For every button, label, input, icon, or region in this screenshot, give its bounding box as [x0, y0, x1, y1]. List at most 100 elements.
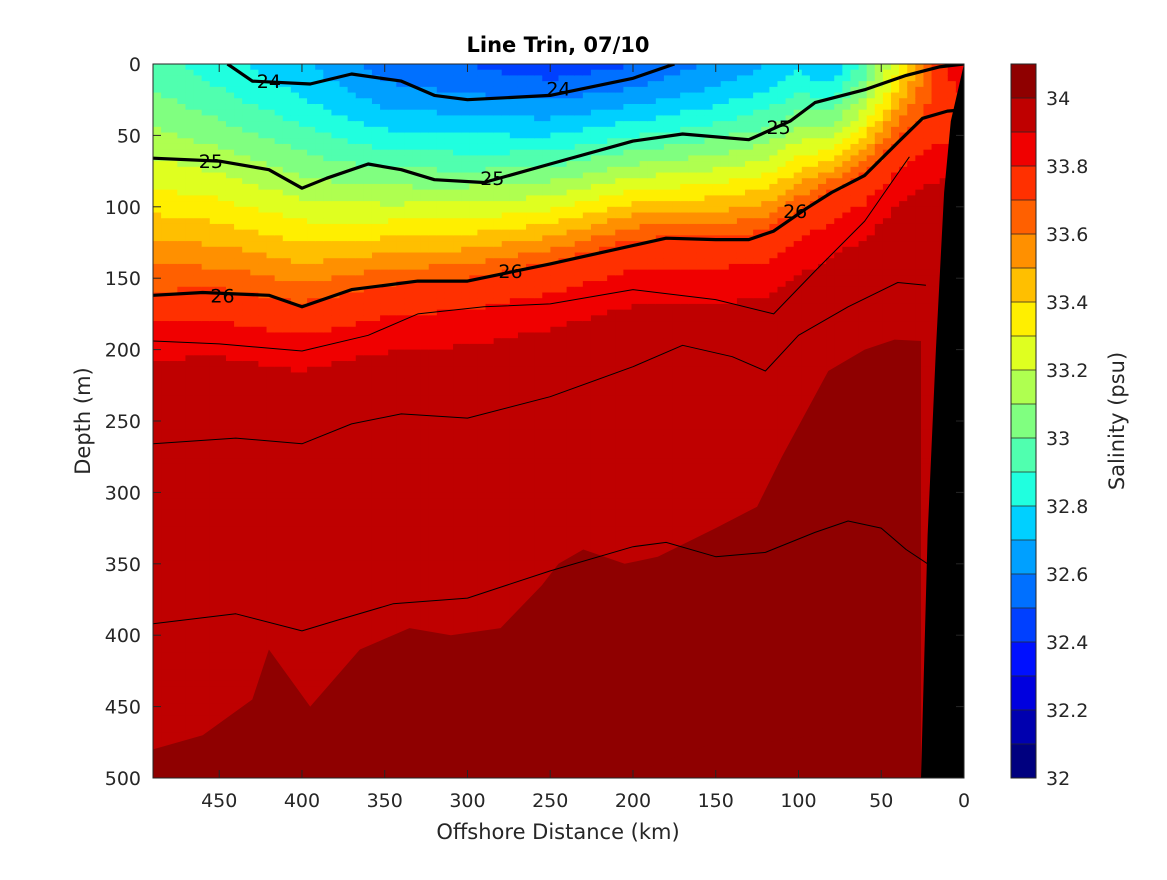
salinity-cell: [380, 458, 389, 465]
salinity-cell: [209, 560, 219, 568]
salinity-cell: [461, 161, 470, 168]
salinity-cell: [193, 81, 203, 88]
salinity-cell: [169, 372, 178, 379]
salinity-cell: [444, 549, 454, 556]
salinity-cell: [153, 675, 162, 682]
salinity-cell: [331, 195, 341, 202]
salinity-cell: [323, 578, 333, 585]
salinity-cell: [380, 589, 389, 596]
salinity-cell: [444, 572, 454, 579]
salinity-cell: [444, 343, 454, 351]
salinity-cell: [153, 709, 162, 716]
salinity-cell: [371, 578, 381, 585]
salinity-cell: [331, 572, 341, 579]
salinity-cell: [298, 155, 308, 162]
salinity-cell: [355, 201, 365, 208]
salinity-cell: [323, 401, 333, 408]
salinity-cell: [436, 423, 446, 431]
salinity-cell: [161, 252, 170, 259]
salinity-cell: [461, 132, 470, 139]
salinity-cell: [242, 492, 251, 499]
salinity-cell: [282, 401, 292, 408]
salinity-cell: [177, 515, 187, 522]
salinity-cell: [331, 138, 341, 145]
salinity-cell: [412, 115, 422, 122]
salinity-cell: [217, 589, 227, 596]
salinity-cell: [209, 355, 219, 362]
salinity-cell: [315, 292, 324, 299]
salinity-cell: [412, 366, 422, 374]
salinity-cell: [420, 538, 430, 545]
salinity-cell: [388, 578, 397, 585]
salinity-cell: [388, 366, 397, 374]
salinity-cell: [453, 98, 462, 105]
salinity-cell: [444, 618, 454, 625]
salinity-cell: [217, 395, 227, 402]
salinity-cell: [363, 629, 373, 636]
salinity-cell: [209, 138, 219, 145]
salinity-cell: [266, 75, 276, 82]
salinity-cell: [193, 412, 203, 419]
salinity-cell: [298, 543, 308, 551]
salinity-cell: [161, 532, 170, 539]
salinity-cell: [347, 143, 357, 151]
salinity-cell: [258, 269, 268, 276]
salinity-cell: [161, 486, 170, 493]
salinity-cell: [234, 669, 243, 676]
salinity-cell: [436, 343, 446, 351]
salinity-cell: [323, 326, 333, 334]
salinity-cell: [323, 138, 333, 145]
salinity-cell: [177, 480, 187, 488]
salinity-cell: [209, 543, 219, 551]
salinity-cell: [266, 646, 276, 653]
salinity-cell: [282, 492, 292, 499]
salinity-cell: [420, 229, 430, 236]
salinity-cell: [242, 258, 251, 265]
salinity-cell: [315, 560, 324, 568]
salinity-cell: [315, 218, 324, 225]
salinity-cell: [461, 172, 470, 179]
salinity-cell: [185, 269, 195, 276]
salinity-cell: [209, 263, 219, 271]
salinity-cell: [298, 281, 308, 288]
salinity-cell: [347, 241, 357, 248]
salinity-cell: [225, 663, 235, 671]
salinity-cell: [250, 635, 260, 642]
salinity-cell: [201, 652, 211, 659]
salinity-cell: [371, 372, 381, 379]
salinity-cell: [225, 401, 235, 408]
salinity-cell: [185, 195, 195, 202]
salinity-cell: [217, 109, 227, 117]
salinity-cell: [347, 223, 357, 231]
salinity-cell: [193, 618, 203, 625]
salinity-cell: [274, 646, 284, 653]
salinity-cell: [290, 423, 300, 431]
salinity-cell: [363, 475, 373, 482]
salinity-cell: [290, 321, 300, 328]
salinity-cell: [323, 389, 333, 396]
salinity-cell: [404, 480, 414, 488]
salinity-cell: [307, 503, 316, 511]
salinity-cell: [412, 555, 422, 562]
salinity-cell: [266, 383, 276, 391]
salinity-cell: [217, 195, 227, 202]
salinity-cell: [201, 578, 211, 585]
salinity-cell: [404, 349, 414, 356]
salinity-cell: [177, 738, 187, 745]
salinity-cell: [396, 503, 406, 511]
salinity-cell: [404, 109, 414, 117]
salinity-cell: [290, 526, 300, 533]
salinity-cell: [315, 206, 324, 214]
salinity-cell: [298, 606, 308, 613]
salinity-cell: [250, 98, 260, 105]
salinity-cell: [201, 549, 211, 556]
salinity-cell: [250, 401, 260, 408]
salinity-cell: [185, 166, 195, 174]
salinity-cell: [428, 292, 438, 299]
salinity-cell: [307, 143, 316, 151]
salinity-cell: [193, 572, 203, 579]
salinity-cell: [315, 498, 324, 505]
salinity-cell: [355, 149, 365, 156]
salinity-cell: [209, 680, 219, 688]
salinity-cell: [444, 401, 454, 408]
